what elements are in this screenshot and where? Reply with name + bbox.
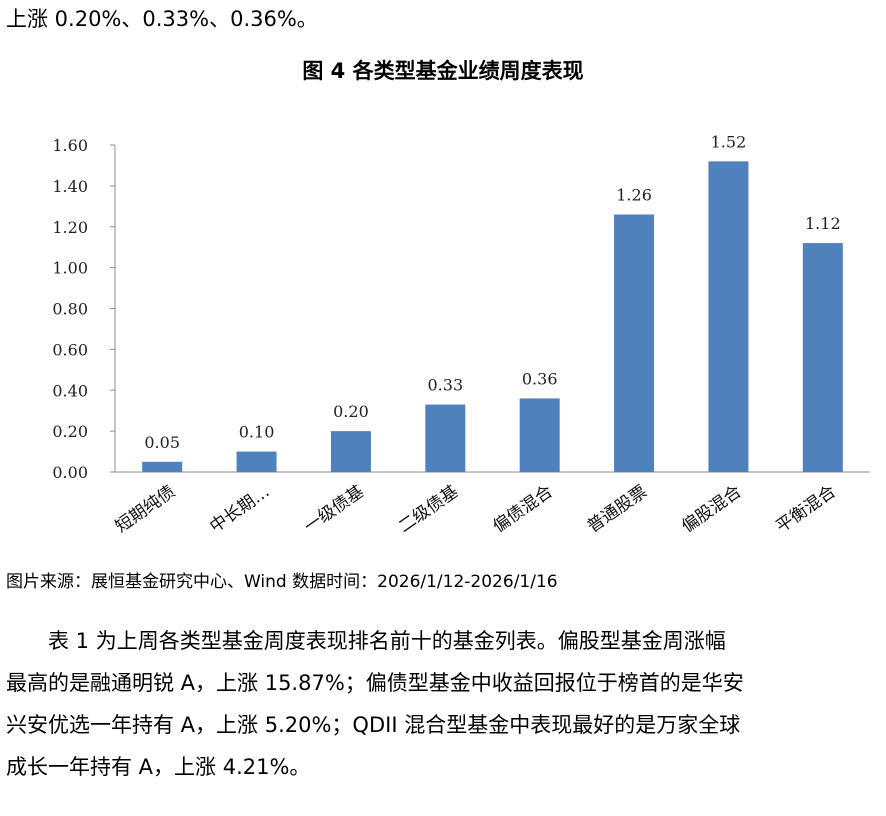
y-tick-label: 0.00 — [52, 463, 88, 482]
y-tick-label: 0.20 — [52, 422, 88, 441]
intro-text-line: 上涨 0.20%、0.33%、0.36%。 — [6, 7, 318, 31]
x-category-label: 普通股票 — [584, 482, 651, 537]
paragraph-line: 兴安优选一年持有 A，上涨 5.20%；QDII 混合型基金中表现最好的是万家全… — [6, 713, 741, 737]
bar — [425, 404, 466, 472]
y-tick-label: 0.80 — [52, 300, 88, 319]
bar — [614, 214, 655, 473]
bar — [708, 161, 749, 472]
data-label: 0.05 — [144, 433, 180, 452]
data-label: 1.52 — [711, 132, 747, 151]
x-category-label: 偏股混合 — [678, 482, 745, 537]
bar — [142, 461, 183, 472]
paragraph-line: 成长一年持有 A，上涨 4.21%。 — [6, 755, 311, 779]
y-tick-label: 1.00 — [52, 259, 88, 278]
bar — [802, 243, 843, 472]
y-tick-label: 1.60 — [52, 136, 88, 155]
data-label: 0.10 — [239, 423, 275, 442]
y-tick-label: 0.60 — [52, 340, 88, 359]
x-category-label: 中长期… — [206, 482, 273, 537]
data-label: 0.20 — [333, 402, 369, 421]
x-category-label: 平衡混合 — [773, 482, 840, 537]
x-category-label: 二级债基 — [395, 482, 462, 537]
bar-chart: 0.00 0.20 0.40 0.60 0.80 1.00 1.20 1.40 1.60 0.05… — [52, 132, 870, 537]
figure-source: 图片来源：展恒基金研究中心、Wind 数据时间：2026/1/12-2026/1… — [6, 572, 558, 592]
x-category-label: 一级债基 — [301, 482, 368, 537]
y-tick-label: 0.40 — [52, 381, 88, 400]
y-tick-label: 1.40 — [52, 177, 88, 196]
x-category-label: 偏债混合 — [489, 482, 556, 537]
paragraph-line: 表 1 为上周各类型基金周度表现排名前十的基金列表。偏股型基金周涨幅 — [48, 629, 726, 653]
data-label: 0.36 — [522, 369, 558, 388]
data-label: 1.12 — [805, 214, 841, 233]
data-label: 0.33 — [428, 376, 464, 395]
figure-title: 图 4 各类型基金业绩周度表现 — [302, 59, 584, 83]
paragraph-line: 最高的是融通明锐 A，上涨 15.87%；偏债型基金中收益回报位于榜首的是华安 — [6, 671, 744, 695]
body-paragraph: 表 1 为上周各类型基金周度表现排名前十的基金列表。偏股型基金周涨幅 最高的是融… — [6, 620, 881, 788]
bar — [519, 398, 560, 472]
data-label: 1.26 — [616, 185, 652, 204]
x-category-label: 短期纯债 — [112, 482, 179, 537]
bar — [330, 431, 371, 472]
y-tick-label: 1.20 — [52, 218, 88, 237]
bar — [236, 451, 277, 472]
